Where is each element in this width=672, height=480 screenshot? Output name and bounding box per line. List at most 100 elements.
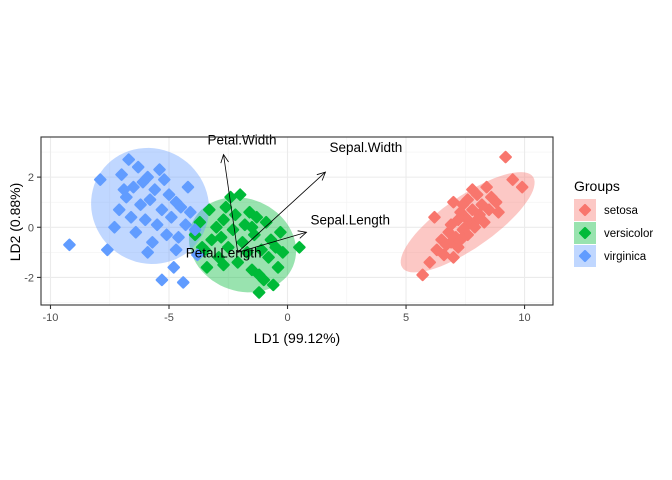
- loading-arrow-Sepal.Length: [237, 231, 307, 253]
- point-virginica: [141, 246, 154, 259]
- point-virginica: [165, 210, 178, 224]
- point-virginica: [146, 236, 159, 249]
- point-virginica: [155, 203, 169, 217]
- point-virginica: [172, 230, 185, 244]
- point-versicolor: [245, 220, 259, 234]
- point-virginica: [112, 203, 126, 217]
- point-versicolor: [257, 273, 271, 287]
- legend-label-setosa: setosa: [604, 205, 638, 217]
- point-virginica: [162, 188, 176, 201]
- point-versicolor: [221, 241, 235, 254]
- point-setosa: [447, 195, 460, 209]
- point-virginica: [150, 218, 164, 232]
- y-tick-label: 2: [28, 172, 34, 184]
- point-setosa: [466, 203, 479, 217]
- loading-arrowhead-Sepal.Width: [316, 171, 327, 181]
- point-versicolor: [202, 203, 216, 217]
- loading-label-Sepal.Length: Sepal.Length: [310, 212, 390, 227]
- point-virginica: [108, 220, 121, 234]
- point-virginica: [153, 163, 166, 176]
- point-versicolor: [212, 251, 226, 264]
- point-setosa: [489, 195, 503, 209]
- point-setosa: [466, 183, 479, 196]
- loading-arrows: Petal.Width Sepal.Width Sepal.Length Petal.…: [186, 133, 403, 261]
- point-versicolor: [200, 261, 214, 274]
- legend-title: Groups: [574, 178, 620, 194]
- x-tick-label: 0: [284, 312, 290, 324]
- panel-border: [40, 136, 554, 306]
- loading-label-Sepal.Width: Sepal.Width: [329, 140, 402, 155]
- point-virginica: [155, 273, 169, 287]
- point-setosa: [423, 256, 437, 269]
- point-virginica: [179, 218, 192, 232]
- loading-arrowhead-Sepal.Length: [297, 230, 308, 239]
- point-virginica: [184, 205, 197, 219]
- point-versicolor: [217, 258, 230, 272]
- point-versicolor: [219, 200, 233, 214]
- point-versicolor: [266, 278, 280, 292]
- point-setosa: [492, 205, 505, 219]
- point-versicolor: [269, 241, 282, 254]
- point-virginica: [176, 276, 190, 289]
- point-versicolor: [217, 213, 230, 227]
- point-setosa: [428, 210, 441, 224]
- loading-label-Petal.Length: Petal.Length: [186, 245, 262, 260]
- point-setosa: [416, 268, 429, 282]
- point-versicolor: [276, 246, 290, 259]
- loading-arrow-Sepal.Width: [237, 171, 326, 253]
- legend-symbol-virginica: [578, 249, 592, 263]
- point-virginica: [120, 190, 133, 204]
- point-versicolor: [262, 251, 275, 264]
- loading-label-Petal.Width: Petal.Width: [208, 133, 277, 148]
- legend-symbol-versicolor: [578, 226, 592, 240]
- point-virginica: [115, 168, 128, 181]
- data-points: [63, 150, 529, 299]
- point-virginica: [188, 223, 202, 237]
- legend-label-versicolor: versicolor: [604, 228, 653, 240]
- point-versicolor: [233, 188, 247, 201]
- point-setosa: [475, 198, 489, 212]
- point-setosa: [458, 220, 472, 234]
- x-tick-label: 5: [403, 312, 409, 324]
- point-versicolor: [226, 223, 240, 237]
- point-setosa: [480, 180, 493, 194]
- point-versicolor: [205, 233, 218, 247]
- point-virginica: [138, 213, 152, 227]
- point-setosa: [506, 173, 520, 186]
- point-virginica: [93, 173, 107, 186]
- point-setosa: [451, 241, 465, 254]
- point-virginica: [124, 210, 138, 224]
- point-virginica: [141, 170, 154, 184]
- point-versicolor: [274, 225, 287, 239]
- point-virginica: [63, 238, 76, 252]
- point-virginica: [129, 225, 143, 239]
- point-setosa: [499, 150, 512, 164]
- point-setosa: [447, 251, 460, 264]
- point-virginica: [127, 180, 140, 194]
- point-versicolor: [259, 215, 273, 229]
- point-virginica: [160, 228, 173, 242]
- point-virginica: [167, 261, 181, 274]
- point-virginica: [169, 243, 183, 257]
- point-setosa: [454, 233, 467, 247]
- x-tick-label: 10: [518, 312, 530, 324]
- loading-arrowhead-Petal.Width: [220, 153, 229, 164]
- point-versicolor: [293, 241, 306, 254]
- point-setosa: [515, 180, 529, 194]
- point-versicolor: [255, 243, 268, 257]
- x-tick-label: -5: [164, 312, 174, 324]
- point-setosa: [437, 248, 451, 262]
- point-versicolor: [210, 220, 223, 234]
- point-versicolor: [248, 228, 261, 242]
- y-tick-label: 0: [28, 222, 34, 234]
- point-versicolor: [195, 241, 209, 254]
- point-versicolor: [193, 215, 207, 229]
- point-virginica: [157, 173, 171, 186]
- point-versicolor: [250, 210, 264, 224]
- point-virginica: [174, 200, 188, 214]
- point-versicolor: [264, 233, 278, 247]
- point-virginica: [117, 183, 131, 196]
- axes: -10 -5 0 5 10 -2 0 2: [24, 136, 554, 324]
- point-virginica: [148, 183, 162, 196]
